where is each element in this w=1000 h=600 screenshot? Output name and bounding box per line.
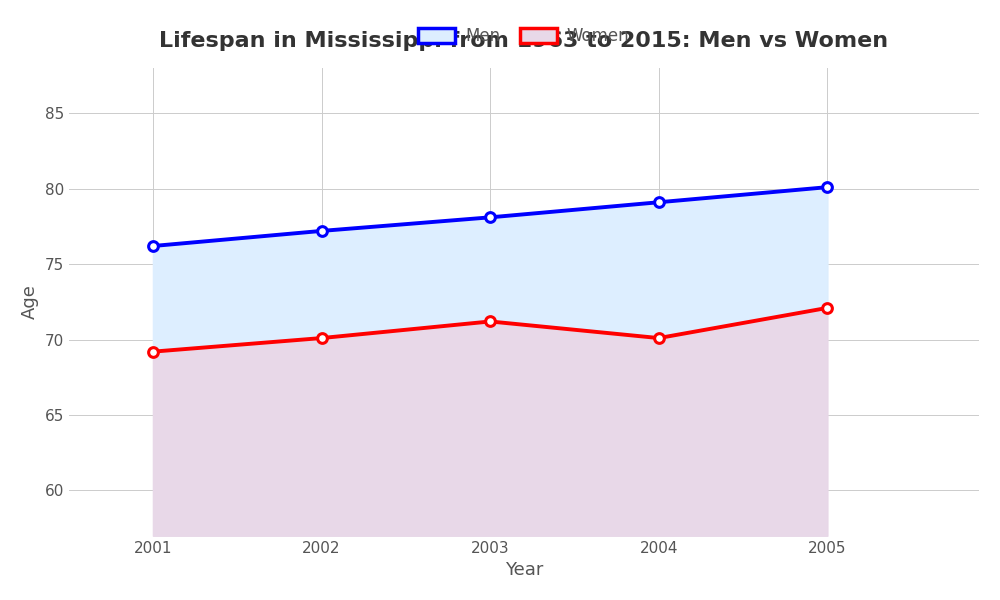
Title: Lifespan in Mississippi from 1963 to 2015: Men vs Women: Lifespan in Mississippi from 1963 to 201… xyxy=(159,31,888,51)
Legend: Men, Women: Men, Women xyxy=(412,20,636,52)
X-axis label: Year: Year xyxy=(505,561,543,579)
Y-axis label: Age: Age xyxy=(21,284,39,319)
